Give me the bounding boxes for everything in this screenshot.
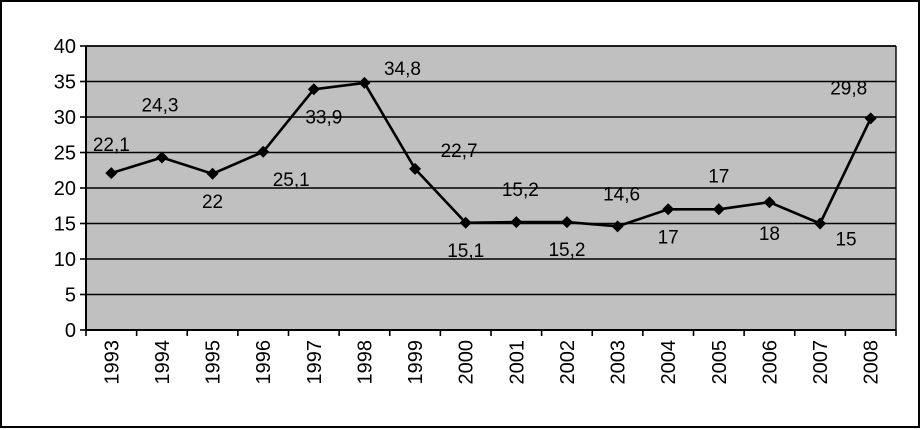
x-tick-label: 2006: [759, 340, 781, 385]
series-line: [110, 81, 872, 228]
data-point-marker: [409, 162, 422, 175]
y-axis-ticks: 0 5 10 15 20 25 30 35 40: [54, 36, 86, 342]
data-label: 33,9: [305, 107, 342, 128]
x-tick-label: 1993: [101, 340, 123, 385]
data-label: 15,2: [502, 180, 539, 201]
data-point-marker: [155, 151, 168, 164]
x-tick-label: 1995: [203, 340, 225, 385]
data-point-marker: [510, 216, 523, 229]
x-tick-label: 2004: [658, 340, 680, 385]
x-tick-label: 2007: [810, 340, 832, 385]
data-label: 24,3: [141, 95, 178, 116]
y-tick-label: 15: [54, 214, 76, 236]
data-point-marker: [560, 216, 573, 229]
data-label: 15,2: [548, 240, 585, 261]
data-label: 22: [202, 192, 223, 213]
y-tick-label: 0: [65, 320, 76, 342]
data-point-marker: [662, 203, 675, 216]
y-tick-label: 5: [65, 285, 76, 307]
y-tick-label: 30: [54, 107, 76, 129]
y-tick-label: 25: [54, 143, 76, 165]
data-point-marker: [105, 167, 118, 180]
x-tick-label: 2003: [608, 340, 630, 385]
x-tick-label: 2001: [506, 340, 528, 385]
data-point-marker: [358, 76, 371, 89]
x-tick-label: 1999: [405, 340, 427, 385]
data-point-marker: [712, 203, 725, 216]
data-label: 14,6: [603, 184, 640, 205]
data-label: 34,8: [384, 59, 421, 80]
data-label: 17: [708, 166, 729, 187]
data-label: 29,8: [830, 78, 867, 99]
y-tick-label: 10: [54, 249, 76, 271]
series: [110, 81, 872, 228]
data-point-marker: [257, 145, 270, 158]
x-tick-label: 1994: [152, 340, 174, 385]
x-tick-label: 1997: [304, 340, 326, 385]
data-point-marker: [864, 112, 877, 125]
y-tick-label: 20: [54, 178, 76, 200]
x-axis-ticks: 1993 1994 1995 1996 1997 1998 1999 2000 2001 2002…: [85, 330, 897, 385]
x-tick-label: 2005: [709, 340, 731, 385]
data-label: 18: [759, 224, 780, 245]
data-point-marker: [206, 167, 219, 180]
data-point-marker: [307, 83, 320, 96]
data-point-marker: [611, 220, 624, 233]
data-label: 22,7: [441, 141, 478, 162]
x-tick-label: 2002: [557, 340, 579, 385]
y-tick-label: 40: [54, 36, 76, 58]
x-tick-label: 2008: [861, 340, 883, 385]
data-label: 15,1: [447, 241, 484, 262]
x-tick-label: 2000: [456, 340, 478, 385]
data-labels: 22,1 24,3 22 25,1 33,9 34,8 22,7 15,1 15,2 15,2 14…: [93, 59, 867, 262]
data-label: 25,1: [273, 170, 310, 191]
data-label: 22,1: [93, 135, 130, 156]
x-tick-label: 1996: [253, 340, 275, 385]
y-tick-label: 35: [54, 72, 76, 94]
data-label: 15: [835, 230, 856, 251]
data-label: 17: [658, 227, 679, 248]
data-point-marker: [763, 196, 776, 209]
data-point-marker: [814, 217, 827, 230]
markers: [105, 76, 877, 233]
data-point-marker: [459, 216, 472, 229]
x-tick-label: 1998: [354, 340, 376, 385]
